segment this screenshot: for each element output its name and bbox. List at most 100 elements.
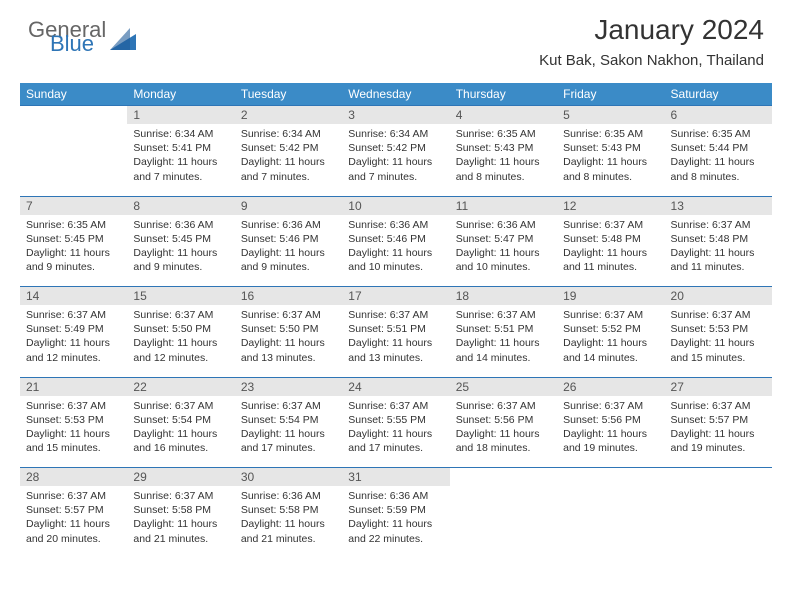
day-info-line: Daylight: 11 hours	[241, 517, 336, 531]
day-number: 2	[241, 108, 248, 122]
day-info-line: and 16 minutes.	[133, 441, 228, 455]
weekday-header-row: Sunday Monday Tuesday Wednesday Thursday…	[20, 83, 772, 106]
day-number: 5	[563, 108, 570, 122]
day-info-line: Daylight: 11 hours	[563, 155, 658, 169]
day-info-line: Sunrise: 6:37 AM	[563, 308, 658, 322]
day-info-line: Daylight: 11 hours	[348, 246, 443, 260]
day-info-line: Sunrise: 6:36 AM	[456, 218, 551, 232]
day-info-line: Daylight: 11 hours	[671, 336, 766, 350]
day-info-line: Daylight: 11 hours	[348, 517, 443, 531]
day-number-cell: 8	[127, 196, 234, 215]
day-info-line: Sunset: 5:57 PM	[671, 413, 766, 427]
brand-logo: General Blue	[28, 20, 136, 54]
day-info-line: Sunrise: 6:37 AM	[348, 308, 443, 322]
day-number-cell	[665, 468, 772, 487]
day-info-line: Daylight: 11 hours	[563, 336, 658, 350]
day-info-line: and 22 minutes.	[348, 532, 443, 546]
day-info-line: and 10 minutes.	[348, 260, 443, 274]
day-info-line: Sunset: 5:58 PM	[241, 503, 336, 517]
day-content-cell: Sunrise: 6:35 AMSunset: 5:44 PMDaylight:…	[665, 124, 772, 196]
day-info-line: Daylight: 11 hours	[241, 427, 336, 441]
day-info-line: Sunrise: 6:36 AM	[348, 218, 443, 232]
day-info-line: Daylight: 11 hours	[348, 155, 443, 169]
day-info-line: Sunset: 5:47 PM	[456, 232, 551, 246]
day-number-cell: 7	[20, 196, 127, 215]
day-info-line: Sunset: 5:43 PM	[456, 141, 551, 155]
day-info-line: and 15 minutes.	[671, 351, 766, 365]
weekday-header: Monday	[127, 83, 234, 106]
day-content-cell: Sunrise: 6:37 AMSunset: 5:53 PMDaylight:…	[20, 396, 127, 468]
day-info-line: Sunrise: 6:37 AM	[133, 399, 228, 413]
calendar-body: 123456Sunrise: 6:34 AMSunset: 5:41 PMDay…	[20, 106, 772, 559]
day-number: 26	[563, 380, 576, 394]
day-content-cell: Sunrise: 6:37 AMSunset: 5:54 PMDaylight:…	[127, 396, 234, 468]
day-number: 12	[563, 199, 576, 213]
day-number: 20	[671, 289, 684, 303]
day-info-line: and 17 minutes.	[348, 441, 443, 455]
day-number-cell: 3	[342, 106, 449, 125]
day-info-line: Daylight: 11 hours	[348, 427, 443, 441]
day-content-cell	[20, 124, 127, 196]
day-number: 31	[348, 470, 361, 484]
day-info-line: and 8 minutes.	[671, 170, 766, 184]
day-content-row: Sunrise: 6:37 AMSunset: 5:49 PMDaylight:…	[20, 305, 772, 377]
day-info-line: Sunset: 5:51 PM	[348, 322, 443, 336]
day-content-cell: Sunrise: 6:37 AMSunset: 5:57 PMDaylight:…	[665, 396, 772, 468]
day-info-line: Daylight: 11 hours	[26, 427, 121, 441]
day-info-line: Sunrise: 6:37 AM	[241, 399, 336, 413]
day-number: 28	[26, 470, 39, 484]
day-number-cell	[557, 468, 664, 487]
day-number-cell: 25	[450, 377, 557, 396]
day-content-cell: Sunrise: 6:37 AMSunset: 5:57 PMDaylight:…	[20, 486, 127, 558]
day-info-line: Sunrise: 6:37 AM	[26, 489, 121, 503]
day-info-line: and 9 minutes.	[26, 260, 121, 274]
day-info-line: Daylight: 11 hours	[348, 336, 443, 350]
day-info-line: Sunset: 5:59 PM	[348, 503, 443, 517]
day-info-line: Sunset: 5:54 PM	[133, 413, 228, 427]
day-content-cell: Sunrise: 6:37 AMSunset: 5:56 PMDaylight:…	[557, 396, 664, 468]
day-info-line: and 18 minutes.	[456, 441, 551, 455]
day-info-line: Daylight: 11 hours	[26, 336, 121, 350]
day-content-cell: Sunrise: 6:37 AMSunset: 5:50 PMDaylight:…	[127, 305, 234, 377]
day-info-line: Daylight: 11 hours	[563, 427, 658, 441]
day-info-line: Sunset: 5:54 PM	[241, 413, 336, 427]
day-info-line: Sunset: 5:50 PM	[241, 322, 336, 336]
day-info-line: Sunset: 5:48 PM	[671, 232, 766, 246]
weekday-header: Friday	[557, 83, 664, 106]
day-info-line: Sunrise: 6:37 AM	[456, 399, 551, 413]
day-number-cell: 2	[235, 106, 342, 125]
day-info-line: Sunset: 5:45 PM	[133, 232, 228, 246]
day-info-line: Daylight: 11 hours	[241, 155, 336, 169]
day-info-line: Daylight: 11 hours	[563, 246, 658, 260]
day-number-cell: 9	[235, 196, 342, 215]
day-content-cell	[665, 486, 772, 558]
day-info-line: Daylight: 11 hours	[241, 246, 336, 260]
day-info-line: and 20 minutes.	[26, 532, 121, 546]
day-info-line: and 17 minutes.	[241, 441, 336, 455]
day-content-row: Sunrise: 6:34 AMSunset: 5:41 PMDaylight:…	[20, 124, 772, 196]
day-number-cell: 27	[665, 377, 772, 396]
day-number-cell: 31	[342, 468, 449, 487]
day-number-cell: 29	[127, 468, 234, 487]
day-number-cell: 30	[235, 468, 342, 487]
day-info-line: Daylight: 11 hours	[133, 246, 228, 260]
day-info-line: Sunrise: 6:37 AM	[456, 308, 551, 322]
day-info-line: Sunrise: 6:34 AM	[348, 127, 443, 141]
day-info-line: Sunrise: 6:36 AM	[133, 218, 228, 232]
day-number-cell: 14	[20, 287, 127, 306]
day-info-line: Sunset: 5:48 PM	[563, 232, 658, 246]
day-info-line: Daylight: 11 hours	[456, 336, 551, 350]
day-content-cell: Sunrise: 6:36 AMSunset: 5:59 PMDaylight:…	[342, 486, 449, 558]
weekday-header: Saturday	[665, 83, 772, 106]
day-content-cell: Sunrise: 6:37 AMSunset: 5:54 PMDaylight:…	[235, 396, 342, 468]
day-content-cell: Sunrise: 6:35 AMSunset: 5:43 PMDaylight:…	[450, 124, 557, 196]
day-content-cell: Sunrise: 6:37 AMSunset: 5:53 PMDaylight:…	[665, 305, 772, 377]
day-content-cell: Sunrise: 6:34 AMSunset: 5:41 PMDaylight:…	[127, 124, 234, 196]
day-info-line: Daylight: 11 hours	[133, 155, 228, 169]
day-number: 13	[671, 199, 684, 213]
day-info-line: and 10 minutes.	[456, 260, 551, 274]
day-number-cell: 21	[20, 377, 127, 396]
day-content-row: Sunrise: 6:37 AMSunset: 5:57 PMDaylight:…	[20, 486, 772, 558]
day-info-line: Daylight: 11 hours	[133, 517, 228, 531]
day-info-line: Sunset: 5:44 PM	[671, 141, 766, 155]
